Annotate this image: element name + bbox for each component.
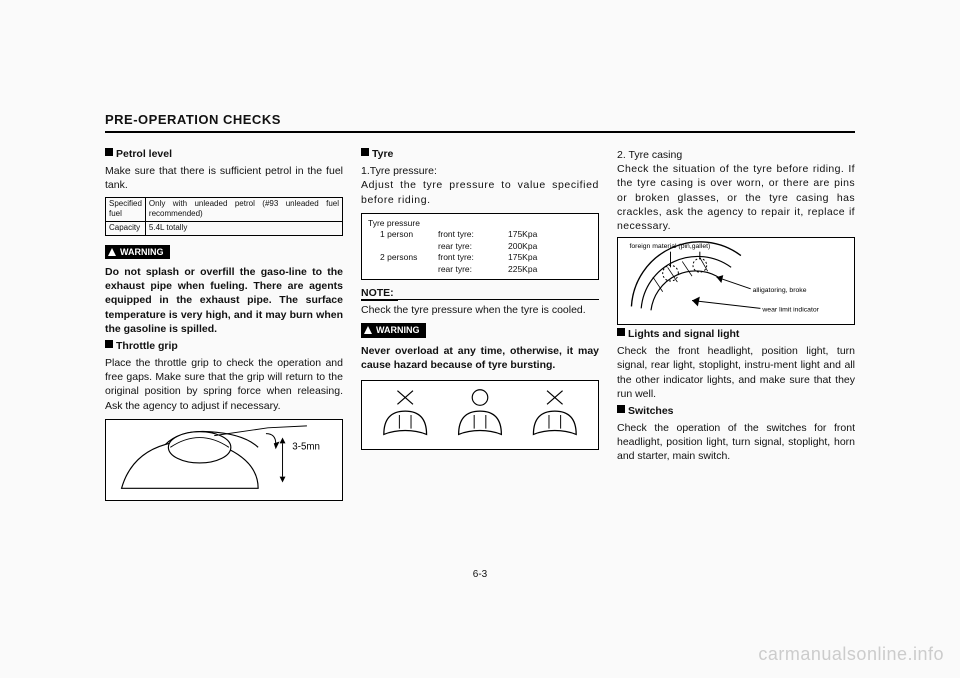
warning-icon bbox=[108, 248, 116, 256]
heading-lights-label: Lights and signal light bbox=[628, 328, 739, 340]
heading-tyre: Tyre bbox=[361, 147, 599, 161]
table-row: Capacity 5.4L totally bbox=[106, 222, 343, 236]
fig-bot-label: wear limit indicator bbox=[761, 306, 819, 313]
warning-badge: WARNING bbox=[361, 323, 426, 337]
heading-switches: Switches bbox=[617, 404, 855, 418]
fig-mid-label: alligatoring, broke bbox=[753, 287, 807, 294]
heading-switches-label: Switches bbox=[628, 405, 674, 417]
casing-title: 2. Tyre casing bbox=[617, 148, 855, 162]
heading-petrol-label: Petrol level bbox=[116, 148, 172, 160]
watermark: carmanualsonline.info bbox=[758, 644, 944, 665]
casing-text: Check the situation of the tyre before r… bbox=[617, 162, 855, 233]
table-row: rear tyre: 200Kpa bbox=[368, 241, 592, 252]
table-row: Specified fuel Only with unleaded petrol… bbox=[106, 197, 343, 222]
fuel-cap-label: Capacity bbox=[106, 222, 146, 236]
warning-text: Do not splash or overfill the gaso-line … bbox=[105, 265, 343, 336]
table-row: rear tyre: 225Kpa bbox=[368, 264, 592, 275]
heading-throttle: Throttle grip bbox=[105, 339, 343, 353]
throttle-figure: 3-5mn bbox=[105, 419, 343, 501]
heading-lights: Lights and signal light bbox=[617, 327, 855, 341]
switches-text: Check the operation of the switches for … bbox=[617, 421, 855, 464]
pressure-front-label2: front tyre: bbox=[438, 252, 508, 263]
petrol-text: Make sure that there is sufficient petro… bbox=[105, 164, 343, 192]
note-text: Check the tyre pressure when the tyre is… bbox=[361, 303, 599, 317]
page-number: 6-3 bbox=[105, 569, 855, 580]
warning-label: WARNING bbox=[376, 324, 420, 336]
column-1: Petrol level Make sure that there is suf… bbox=[105, 145, 343, 501]
column-2: Tyre 1.Tyre pressure: Adjust the tyre pr… bbox=[361, 145, 599, 501]
pressure-title: Tyre pressure bbox=[368, 218, 592, 229]
manual-page: PRE-OPERATION CHECKS Petrol level Make s… bbox=[105, 112, 855, 572]
pressure-v2: 200Kpa bbox=[508, 241, 558, 252]
throttle-svg: 3-5mn bbox=[106, 420, 342, 500]
fuel-cap-value: 5.4L totally bbox=[145, 222, 342, 236]
tyre-line2: Adjust the tyre pressure to value specif… bbox=[361, 178, 599, 206]
pressure-person1: 1 person bbox=[368, 229, 438, 240]
tyre-profile-figure bbox=[361, 380, 599, 450]
note-label: NOTE: bbox=[361, 286, 398, 301]
pressure-table: Tyre pressure 1 person front tyre: 175Kp… bbox=[361, 213, 599, 280]
pressure-v3: 175Kpa bbox=[508, 252, 558, 263]
warning-text-2: Never overload at any time, otherwise, i… bbox=[361, 344, 599, 372]
note-block: NOTE: bbox=[361, 286, 599, 300]
table-row: 2 persons front tyre: 175Kpa bbox=[368, 252, 592, 263]
pressure-person2: 2 persons bbox=[368, 252, 438, 263]
heading-tyre-label: Tyre bbox=[372, 148, 393, 160]
tyre-casing-figure: foreign material (pin,gallet) alligatori… bbox=[617, 237, 855, 325]
pressure-rear-label: rear tyre: bbox=[438, 241, 508, 252]
tyre-line1: 1.Tyre pressure: bbox=[361, 164, 599, 178]
pressure-rear-label2: rear tyre: bbox=[438, 264, 508, 275]
pressure-v1: 175Kpa bbox=[508, 229, 558, 240]
pressure-v4: 225Kpa bbox=[508, 264, 558, 275]
heading-throttle-label: Throttle grip bbox=[116, 340, 178, 352]
fig-label: 3-5mn bbox=[292, 441, 320, 452]
column-3: 2. Tyre casing Check the situation of th… bbox=[617, 145, 855, 501]
warning-label: WARNING bbox=[120, 246, 164, 258]
throttle-text: Place the throttle grip to check the ope… bbox=[105, 356, 343, 413]
tyre-profile-svg bbox=[362, 381, 598, 449]
fuel-table: Specified fuel Only with unleaded petrol… bbox=[105, 197, 343, 236]
warning-badge: WARNING bbox=[105, 245, 170, 259]
fuel-spec-label: Specified fuel bbox=[106, 197, 146, 222]
tyre-casing-svg: foreign material (pin,gallet) alligatori… bbox=[618, 238, 854, 324]
content-columns: Petrol level Make sure that there is suf… bbox=[105, 145, 855, 501]
table-row: 1 person front tyre: 175Kpa bbox=[368, 229, 592, 240]
title-rule bbox=[105, 131, 855, 133]
pressure-front-label: front tyre: bbox=[438, 229, 508, 240]
heading-petrol: Petrol level bbox=[105, 147, 343, 161]
warning-icon bbox=[364, 326, 372, 334]
fuel-spec-value: Only with unleaded petrol (#93 unleaded … bbox=[145, 197, 342, 222]
lights-text: Check the front headlight, position ligh… bbox=[617, 344, 855, 401]
section-title: PRE-OPERATION CHECKS bbox=[105, 112, 855, 127]
